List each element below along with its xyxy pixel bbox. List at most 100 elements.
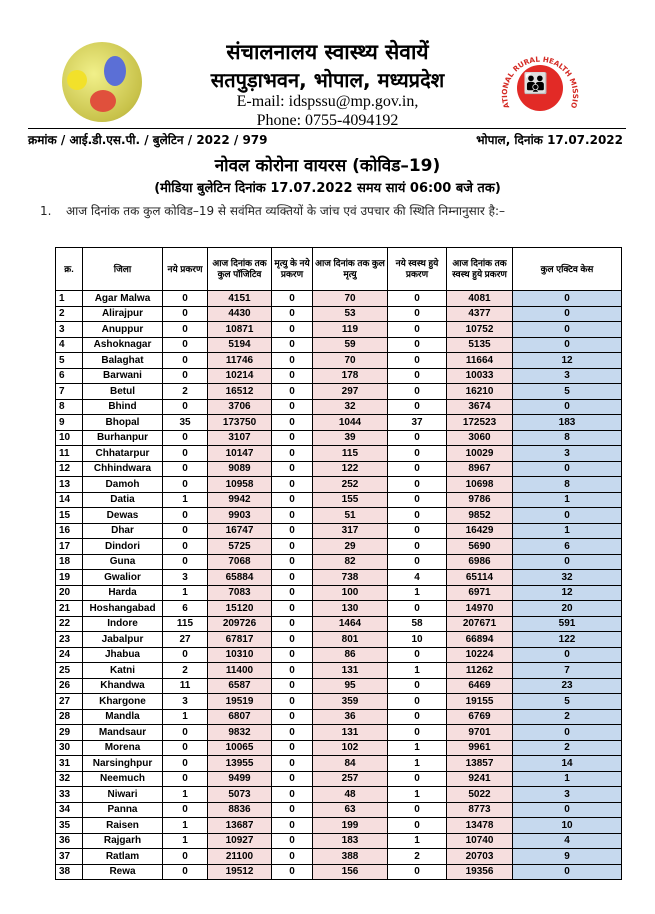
table-cell: 5022 [446, 786, 513, 803]
table-cell: 20 [55, 584, 83, 601]
table-cell: 7083 [207, 584, 272, 601]
table-row: 10 Burhanpur 0 3107 0 39 0 3060 8 [55, 429, 622, 446]
table-cell: 70 [312, 352, 388, 369]
table-cell: 13478 [446, 817, 513, 834]
table-cell: 0 [512, 724, 622, 741]
table-cell: 0 [387, 491, 447, 508]
table-cell: 1 [162, 708, 208, 725]
table-cell: 0 [512, 290, 622, 307]
table-cell: 15 [55, 507, 83, 524]
table-cell: 59 [312, 336, 388, 353]
table-cell: 0 [162, 367, 208, 384]
table-cell: 0 [271, 538, 313, 555]
district-name: Gwalior [82, 569, 163, 586]
table-row: 9 Bhopal 35 173750 0 1044 37 172523 183 [55, 414, 622, 431]
table-cell: 0 [512, 460, 622, 477]
table-cell: 11400 [207, 662, 272, 679]
table-cell: 102 [312, 739, 388, 756]
table-cell: 37 [387, 414, 447, 431]
table-cell: 14 [512, 755, 622, 772]
table-cell: 33 [55, 786, 83, 803]
table-cell: 2 [162, 383, 208, 400]
table-cell: 2 [55, 305, 83, 322]
table-cell: 0 [271, 305, 313, 322]
table-cell: 24 [55, 646, 83, 663]
table-cell: 1 [387, 832, 447, 849]
table-cell: 0 [387, 522, 447, 539]
paragraph-number: 1. [40, 204, 52, 218]
district-name: Bhopal [82, 414, 163, 431]
table-cell: 15120 [207, 600, 272, 617]
table-cell: 0 [271, 832, 313, 849]
table-cell: 0 [387, 646, 447, 663]
table-cell: 20 [512, 600, 622, 617]
paragraph-text: आज दिनांक तक कुल कोविड–19 से सवंमित व्यक… [66, 204, 506, 218]
table-row: 32 Neemuch 0 9499 0 257 0 9241 1 [55, 770, 622, 787]
table-cell: 6986 [446, 553, 513, 570]
district-name: Chhindwara [82, 460, 163, 477]
table-cell: 0 [271, 817, 313, 834]
table-cell: 1 [512, 491, 622, 508]
table-row: 31 Narsinghpur 0 13955 0 84 1 13857 14 [55, 755, 622, 772]
table-cell: 1 [55, 290, 83, 307]
table-cell: 0 [387, 600, 447, 617]
table-cell: 0 [387, 460, 447, 477]
table-cell: 95 [312, 677, 388, 694]
table-cell: 7068 [207, 553, 272, 570]
table-cell: 1 [512, 770, 622, 787]
table-cell: 86 [312, 646, 388, 663]
table-cell: 16512 [207, 383, 272, 400]
table-cell: 0 [387, 476, 447, 493]
table-cell: 0 [271, 553, 313, 570]
district-name: Rajgarh [82, 832, 163, 849]
table-header-row: क्र. जिला नये प्रकरण आज दिनांक तक कुल पॉजिट… [55, 247, 622, 291]
table-cell: 156 [312, 863, 388, 880]
table-cell: 0 [387, 863, 447, 880]
table-cell: 0 [271, 584, 313, 601]
table-cell: 0 [387, 801, 447, 818]
table-cell: 1464 [312, 615, 388, 632]
table-cell: 14 [55, 491, 83, 508]
table-cell: 0 [162, 352, 208, 369]
table-cell: 0 [271, 476, 313, 493]
table-cell: 257 [312, 770, 388, 787]
table-cell: 0 [162, 507, 208, 524]
table-cell: 591 [512, 615, 622, 632]
district-name: Niwari [82, 786, 163, 803]
table-cell: 67817 [207, 631, 272, 648]
table-cell: 9089 [207, 460, 272, 477]
table-cell: 9701 [446, 724, 513, 741]
table-cell: 317 [312, 522, 388, 539]
table-cell: 9 [55, 414, 83, 431]
table-cell: 38 [55, 863, 83, 880]
table-cell: 100 [312, 584, 388, 601]
table-cell: 0 [271, 615, 313, 632]
table-cell: 16 [55, 522, 83, 539]
org-name: संचालनालय स्वास्थ्य सेवायें [226, 40, 429, 64]
table-row: 27 Khargone 3 19519 0 359 0 19155 5 [55, 693, 622, 710]
table-cell: 9786 [446, 491, 513, 508]
table-cell: 2 [512, 708, 622, 725]
table-row: 29 Mandsaur 0 9832 0 131 0 9701 0 [55, 724, 622, 741]
table-cell: 0 [512, 507, 622, 524]
table-cell: 82 [312, 553, 388, 570]
table-cell: 0 [387, 724, 447, 741]
table-cell: 5 [55, 352, 83, 369]
district-name: Dewas [82, 507, 163, 524]
table-cell: 4 [512, 832, 622, 849]
table-cell: 0 [162, 460, 208, 477]
table-cell: 7 [55, 383, 83, 400]
table-row: 22 Indore 115 209726 0 1464 58 207671 591 [55, 615, 622, 632]
table-cell: 16747 [207, 522, 272, 539]
district-name: Chhatarpur [82, 445, 163, 462]
table-cell: 19512 [207, 863, 272, 880]
table-cell: 27 [55, 693, 83, 710]
table-cell: 10 [55, 429, 83, 446]
table-cell: 19356 [446, 863, 513, 880]
table-cell: 0 [162, 538, 208, 555]
table-cell: 9942 [207, 491, 272, 508]
table-row: 24 Jhabua 0 10310 0 86 0 10224 0 [55, 646, 622, 663]
table-cell: 13955 [207, 755, 272, 772]
table-cell: 84 [312, 755, 388, 772]
table-cell: 0 [271, 848, 313, 865]
